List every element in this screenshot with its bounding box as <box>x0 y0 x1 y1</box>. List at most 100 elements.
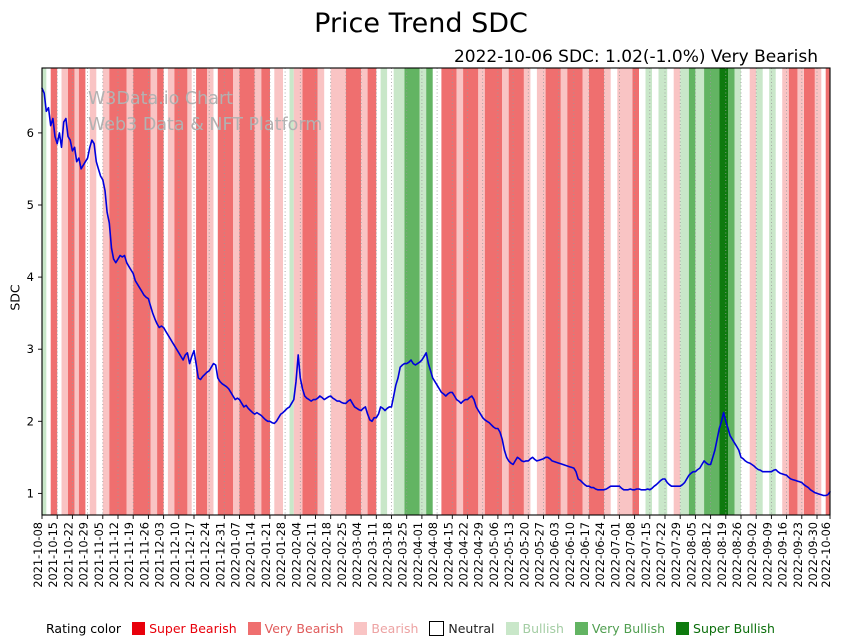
x-tick-label: 2022-05-06 <box>488 522 501 588</box>
rating-band <box>317 68 325 515</box>
rating-band <box>254 68 262 515</box>
x-tick-label: 2022-07-01 <box>609 522 622 588</box>
x-tick-label: 2021-10-22 <box>62 522 75 588</box>
rating-band <box>367 68 377 515</box>
x-tick-label: 2022-02-18 <box>321 522 334 588</box>
legend-swatch <box>429 621 445 636</box>
rating-band <box>302 68 318 515</box>
x-tick-label: 2022-06-17 <box>579 522 592 588</box>
x-tick-label: 2022-04-08 <box>427 522 440 588</box>
x-tick-label: 2022-05-27 <box>534 522 547 588</box>
rating-band <box>167 68 175 515</box>
rating-band <box>404 68 420 515</box>
legend-item-label: Bullish <box>522 621 564 636</box>
rating-band <box>734 68 741 515</box>
legend-swatch <box>505 622 519 635</box>
rating-band <box>330 68 346 515</box>
rating-band <box>42 68 47 515</box>
rating-band <box>589 68 605 515</box>
rating-band <box>536 68 546 515</box>
rating-band <box>788 68 798 515</box>
rating-band <box>109 68 127 515</box>
rating-band <box>769 68 776 515</box>
rating-band <box>419 68 427 515</box>
x-tick-label: 2021-11-12 <box>108 522 121 588</box>
legend-item-label: Super Bullish <box>693 621 775 636</box>
rating-band <box>560 68 568 515</box>
y-tick-label: 4 <box>27 270 34 284</box>
rating-band <box>582 68 589 515</box>
rating-band <box>688 68 696 515</box>
x-tick-label: 2022-04-29 <box>473 522 486 588</box>
rating-band <box>456 68 464 515</box>
x-tick-label: 2022-04-15 <box>442 522 455 588</box>
rating-band <box>756 68 763 515</box>
legend-swatch <box>574 622 588 635</box>
rating-band <box>478 68 485 515</box>
legend-item: Bullish <box>505 621 564 636</box>
legend-item-label: Very Bearish <box>264 621 344 636</box>
rating-band <box>78 68 86 515</box>
x-tick-label: 2022-01-21 <box>260 522 273 588</box>
rating-band <box>157 68 164 515</box>
legend-item-label: Bearish <box>371 621 419 636</box>
rating-band <box>658 68 668 515</box>
x-tick-label: 2022-06-24 <box>594 522 607 588</box>
rating-band <box>289 68 294 515</box>
x-tick-label: 2021-11-26 <box>138 522 151 588</box>
x-tick-label: 2022-09-23 <box>792 522 805 588</box>
rating-band <box>704 68 720 515</box>
x-tick-label: 2022-06-10 <box>564 522 577 588</box>
x-tick-label: 2022-07-15 <box>640 522 653 588</box>
legend-item: Super Bullish <box>676 621 775 636</box>
rating-band <box>187 68 192 515</box>
legend-item: Very Bearish <box>247 621 344 636</box>
rating-band <box>74 68 79 515</box>
x-tick-label: 2021-10-15 <box>47 522 60 588</box>
rating-band <box>150 68 157 515</box>
x-tick-label: 2021-12-17 <box>184 522 197 588</box>
rating-band <box>463 68 479 515</box>
x-tick-label: 2021-10-29 <box>78 522 91 588</box>
rating-band <box>545 68 561 515</box>
x-tick-label: 2022-04-22 <box>458 522 471 588</box>
rating-band <box>508 68 524 515</box>
rating-band <box>673 68 681 515</box>
rating-band <box>393 68 405 515</box>
x-tick-label: 2022-09-16 <box>777 522 790 588</box>
legend-swatch <box>132 622 146 635</box>
rating-band <box>102 68 110 515</box>
x-tick-label: 2022-10-06 <box>820 522 833 588</box>
legend-item: Bearish <box>354 621 418 636</box>
y-tick-label: 2 <box>27 414 34 428</box>
y-tick-label: 5 <box>27 198 34 212</box>
rating-band <box>233 68 240 515</box>
y-tick-label: 3 <box>27 342 34 356</box>
rating-band <box>523 68 531 515</box>
y-axis-label: SDC <box>7 284 23 311</box>
x-tick-label: 2021-11-05 <box>93 522 106 588</box>
rating-band <box>749 68 757 515</box>
x-tick-label: 2022-08-05 <box>685 522 698 588</box>
rating-band <box>274 68 283 515</box>
x-tick-label: 2022-03-18 <box>382 522 395 588</box>
price-line <box>41 87 831 497</box>
x-tick-label: 2022-07-29 <box>670 522 683 588</box>
x-tick-label: 2022-06-03 <box>549 522 562 588</box>
rating-band <box>695 68 705 515</box>
rating-band <box>797 68 804 515</box>
x-tick-label: 2022-08-19 <box>716 522 729 588</box>
legend-item: Neutral <box>429 621 495 636</box>
rating-band <box>719 68 728 515</box>
chart-title: Price Trend SDC <box>314 8 528 39</box>
x-tick-label: 2021-11-19 <box>123 522 136 588</box>
rating-band <box>645 68 652 515</box>
x-tick-label: 2022-03-11 <box>366 522 379 588</box>
rating-band <box>126 68 134 515</box>
y-tick-label: 6 <box>27 126 34 140</box>
x-tick-label: 2022-03-25 <box>397 522 410 588</box>
rating-band <box>68 68 75 515</box>
rating-band <box>617 68 633 515</box>
